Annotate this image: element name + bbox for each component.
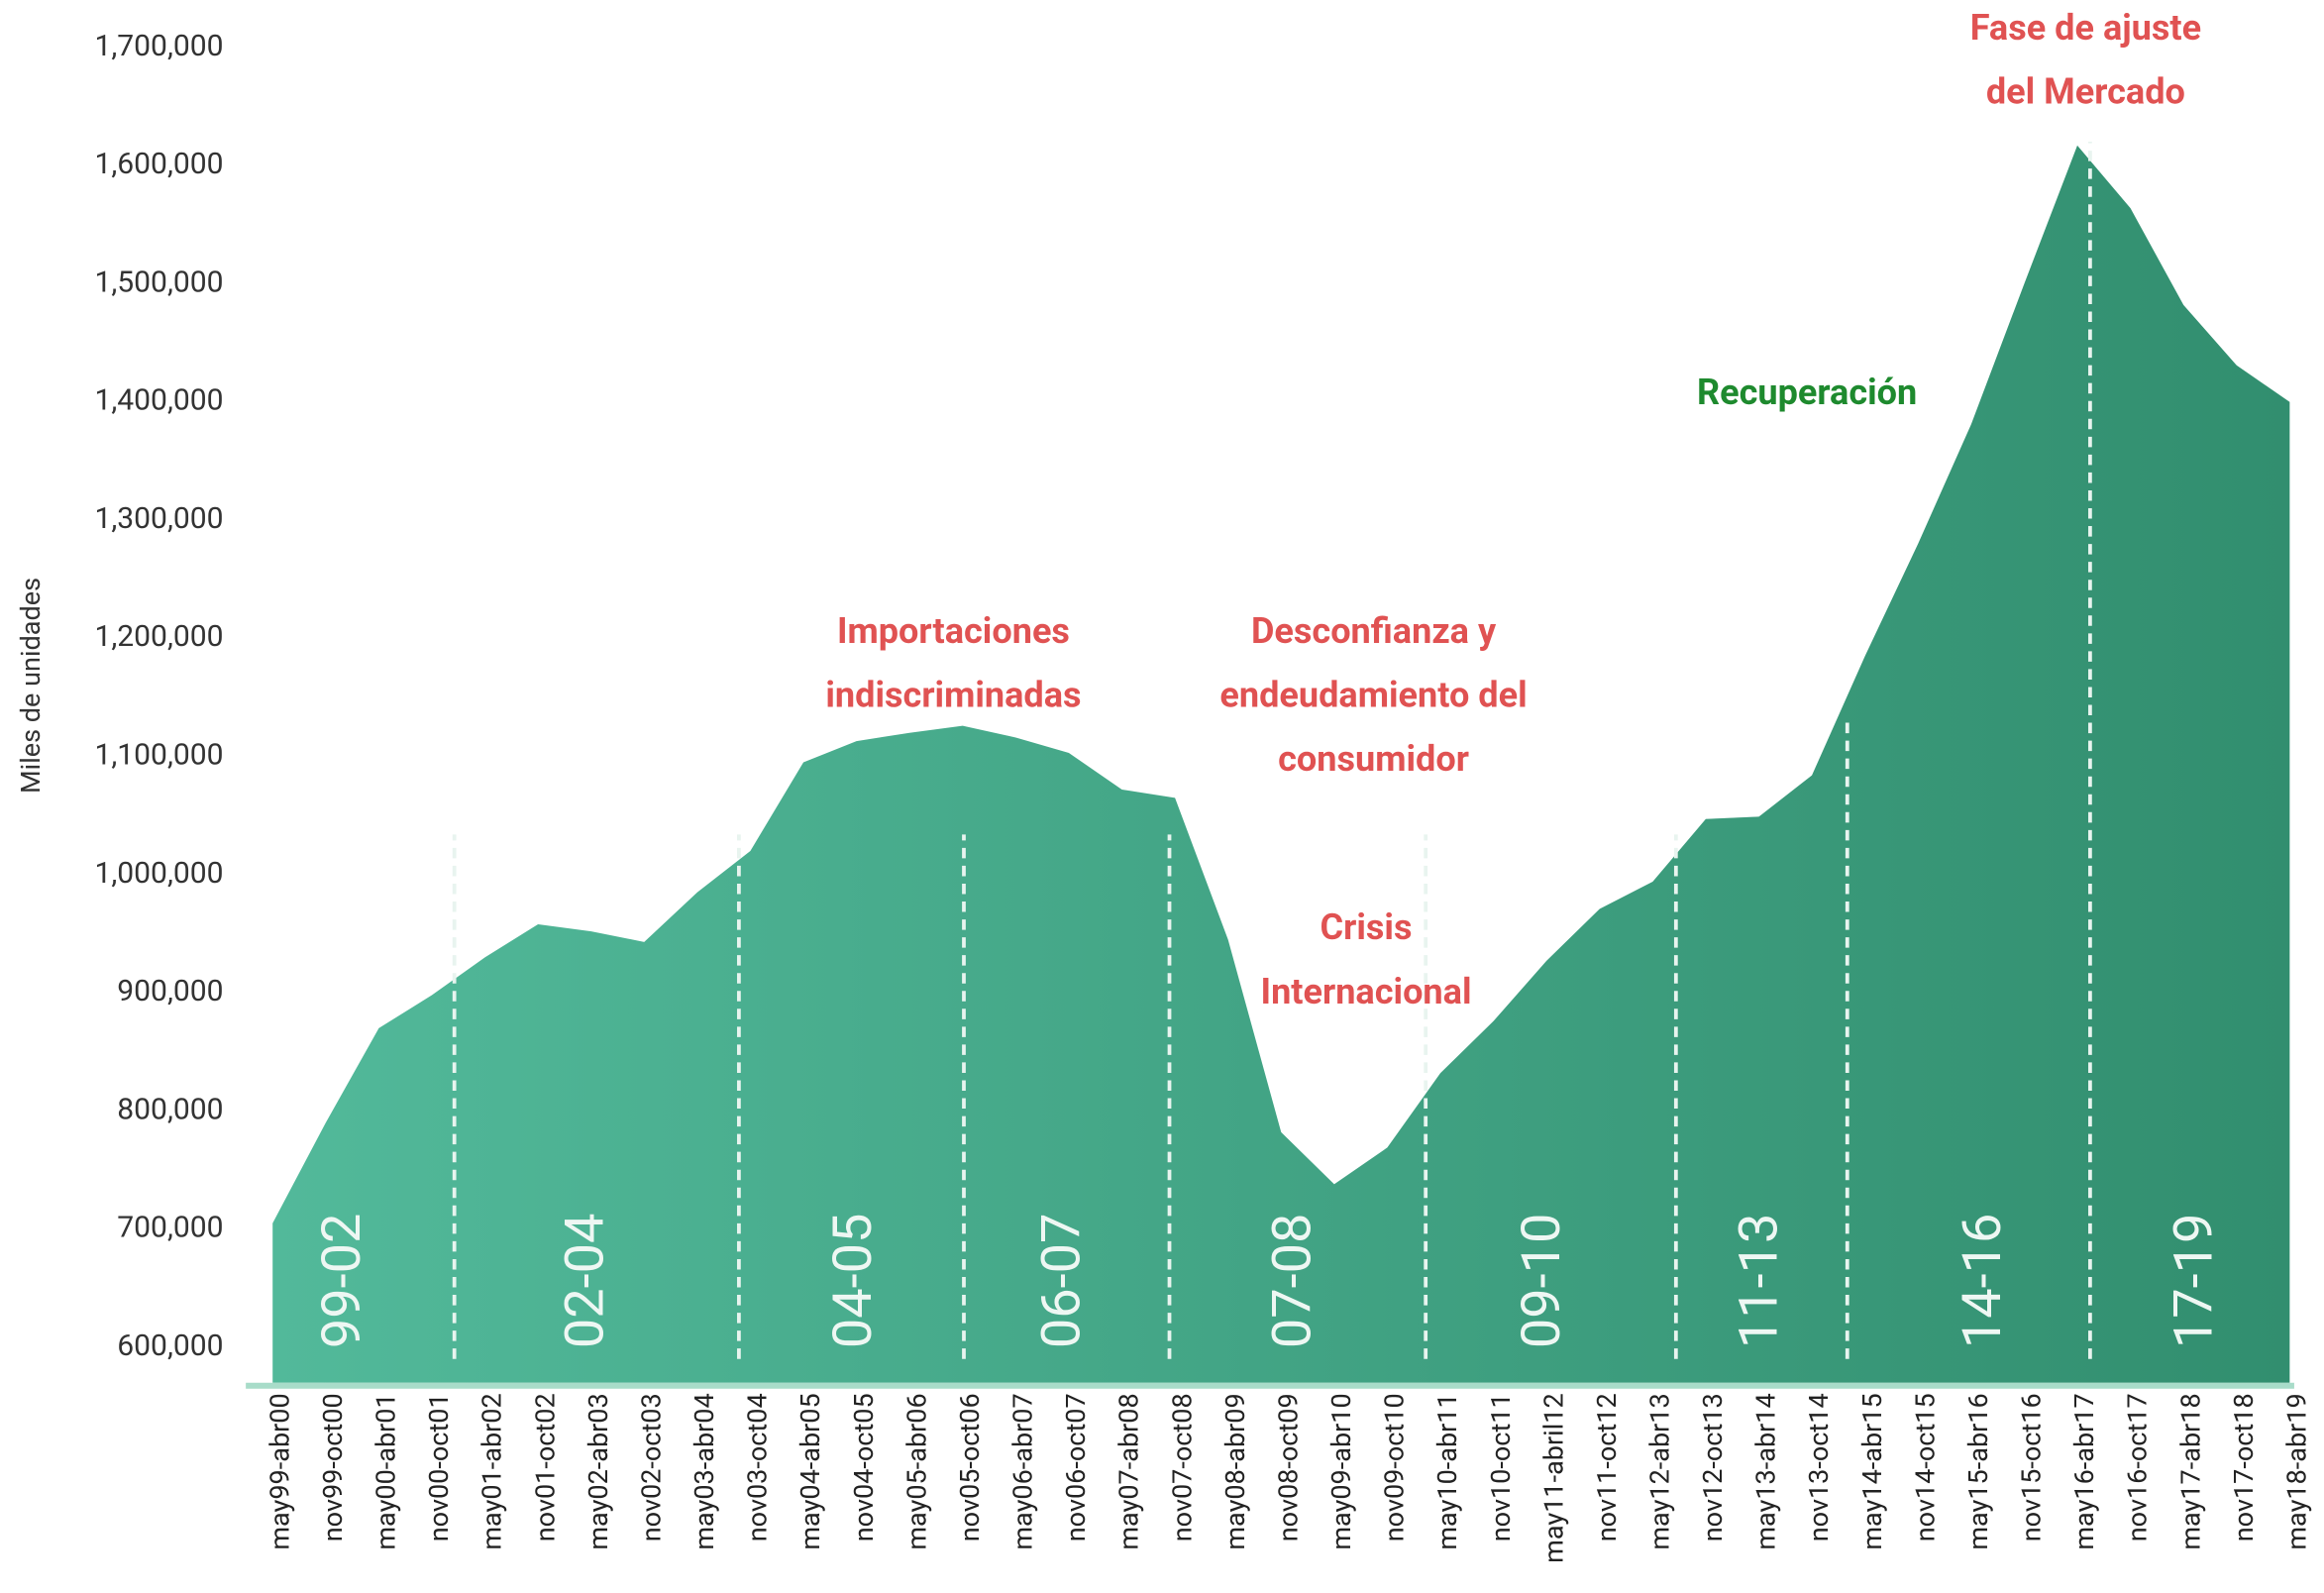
annotation: consumidor bbox=[1278, 738, 1469, 780]
x-tick-label: may12-abr13 bbox=[1644, 1393, 1676, 1549]
period-label: 06-07 bbox=[1031, 1214, 1094, 1349]
period-label: 07-08 bbox=[1262, 1214, 1324, 1349]
y-axis-label: Miles de unidades bbox=[15, 578, 47, 794]
y-tick-label: 1,400,000 bbox=[94, 383, 223, 418]
x-tick-label: may18-abr19 bbox=[2280, 1393, 2312, 1549]
x-tick-label: nov04-oct05 bbox=[848, 1393, 880, 1541]
x-tick-label: nov14-oct15 bbox=[1909, 1393, 1941, 1541]
annotation: del Mercado bbox=[1986, 70, 2185, 112]
period-label: 99-02 bbox=[311, 1214, 373, 1349]
x-tick-label: may15-abr16 bbox=[1962, 1393, 1994, 1549]
annotation: Importaciones bbox=[837, 610, 1070, 652]
x-tick-label: nov06-oct07 bbox=[1060, 1393, 1092, 1541]
x-tick-label: nov15-oct16 bbox=[2016, 1393, 2048, 1541]
annotation: Internacional bbox=[1261, 971, 1472, 1012]
period-label: 14-16 bbox=[1952, 1214, 2014, 1349]
x-tick-label: nov16-oct17 bbox=[2122, 1393, 2154, 1541]
y-tick-label: 600,000 bbox=[117, 1328, 223, 1363]
x-tick-label: nov08-oct09 bbox=[1272, 1393, 1304, 1541]
baseline-band bbox=[246, 1382, 2294, 1389]
x-tick-label: may01-abr02 bbox=[476, 1393, 508, 1549]
annotation: indiscriminadas bbox=[825, 675, 1081, 716]
x-tick-label: nov12-oct13 bbox=[1697, 1393, 1729, 1541]
y-tick-label: 1,200,000 bbox=[94, 619, 223, 654]
x-tick-label: nov10-oct11 bbox=[1485, 1393, 1517, 1541]
period-label: 17-19 bbox=[2163, 1214, 2225, 1349]
y-tick-label: 1,600,000 bbox=[94, 147, 223, 181]
x-tick-label: may05-abr06 bbox=[900, 1393, 932, 1549]
x-tick-label: may99-abr00 bbox=[264, 1393, 295, 1549]
period-label: 02-04 bbox=[554, 1214, 616, 1349]
x-tick-label: may06-abr07 bbox=[1007, 1393, 1039, 1549]
x-tick-label: may04-abr05 bbox=[794, 1393, 826, 1549]
x-tick-label: may09-abr10 bbox=[1325, 1393, 1357, 1549]
x-tick-label: nov00-oct01 bbox=[423, 1393, 455, 1541]
x-tick-label: nov01-oct02 bbox=[529, 1393, 561, 1541]
x-tick-label: may00-abr01 bbox=[370, 1393, 402, 1549]
x-tick-label: nov99-oct00 bbox=[317, 1393, 349, 1541]
x-tick-label: may07-abr08 bbox=[1113, 1393, 1145, 1549]
x-tick-label: nov09-oct10 bbox=[1379, 1393, 1411, 1541]
period-label: 09-10 bbox=[1511, 1214, 1573, 1349]
y-tick-label: 1,500,000 bbox=[94, 265, 223, 299]
annotation: Crisis bbox=[1320, 906, 1413, 948]
x-tick-label: nov02-oct03 bbox=[635, 1393, 667, 1541]
annotation: endeudamiento del bbox=[1219, 675, 1527, 716]
x-tick-label: nov05-oct06 bbox=[954, 1393, 986, 1541]
period-label: 04-05 bbox=[822, 1214, 885, 1349]
x-tick-label: nov11-oct12 bbox=[1591, 1393, 1623, 1541]
y-tick-label: 900,000 bbox=[117, 974, 223, 1009]
x-tick-label: may11-abril12 bbox=[1537, 1393, 1569, 1563]
y-tick-label: 1,000,000 bbox=[94, 856, 223, 891]
y-tick-label: 700,000 bbox=[117, 1211, 223, 1245]
x-tick-label: may08-abr09 bbox=[1219, 1393, 1251, 1549]
x-tick-label: nov03-oct04 bbox=[742, 1393, 774, 1541]
x-tick-label: may13-abr14 bbox=[1750, 1393, 1782, 1549]
y-tick-label: 800,000 bbox=[117, 1092, 223, 1126]
y-tick-label: 1,700,000 bbox=[94, 29, 223, 63]
annotation: Recuperación bbox=[1697, 372, 1917, 413]
x-tick-label: may14-abr15 bbox=[1856, 1393, 1888, 1549]
x-tick-label: may02-abr03 bbox=[582, 1393, 614, 1549]
x-tick-label: may17-abr18 bbox=[2174, 1393, 2206, 1549]
period-label: 11-13 bbox=[1728, 1214, 1790, 1349]
x-tick-label: nov17-oct18 bbox=[2228, 1393, 2260, 1541]
x-tick-label: nov13-oct14 bbox=[1803, 1393, 1835, 1541]
y-tick-label: 1,300,000 bbox=[94, 501, 223, 536]
x-tick-label: nov07-oct08 bbox=[1166, 1393, 1198, 1541]
annotation: Desconfianza y bbox=[1251, 610, 1497, 652]
y-tick-label: 1,100,000 bbox=[94, 738, 223, 773]
x-tick-label: may16-abr17 bbox=[2068, 1393, 2100, 1549]
x-tick-label: may03-abr04 bbox=[688, 1393, 720, 1549]
x-tick-label: may10-abr11 bbox=[1431, 1393, 1463, 1549]
photo-shade bbox=[272, 145, 2290, 1383]
annotation: Fase de ajuste bbox=[1970, 7, 2201, 49]
